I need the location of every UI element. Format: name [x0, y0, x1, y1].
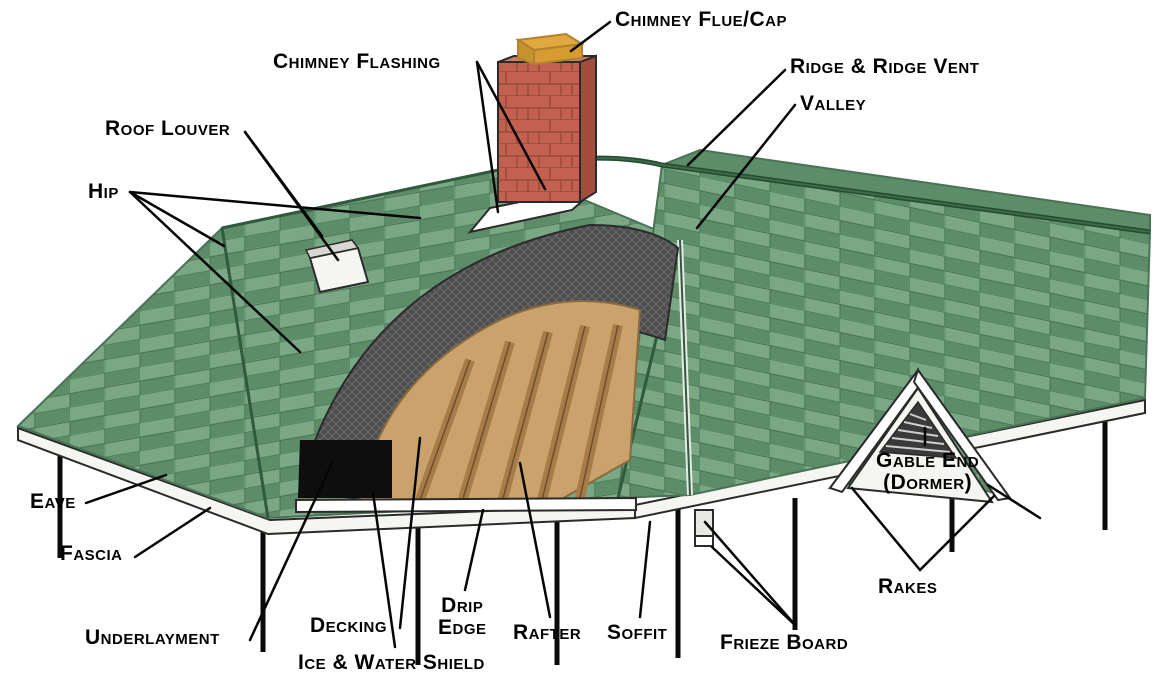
label-roof-louver: Roof Louver	[105, 118, 230, 140]
label-ice-water-shield: Ice & Water Shield	[298, 652, 485, 674]
label-underlayment: Underlayment	[85, 627, 220, 649]
label-ridge-ridge-vent: Ridge & Ridge Vent	[790, 56, 979, 78]
chimney	[498, 34, 596, 202]
label-valley: Valley	[800, 93, 866, 115]
label-fascia: Fascia	[60, 543, 123, 565]
label-hip: Hip	[88, 181, 119, 203]
label-chimney-flashing: Chimney Flashing	[273, 51, 441, 73]
label-chimney-flue-cap: Chimney Flue/Cap	[615, 9, 787, 31]
diagram-stage: Chimney Flue/Cap Chimney Flashing Ridge …	[0, 0, 1170, 695]
label-frieze-board: Frieze Board	[720, 632, 848, 654]
label-eave: Eave	[30, 491, 76, 513]
label-rakes: Rakes	[878, 576, 937, 598]
label-decking: Decking	[310, 615, 387, 637]
label-soffit: Soffit	[607, 622, 667, 644]
ice-water-shield	[298, 440, 392, 498]
label-gable-end-dormer: Gable End(Dormer)	[876, 450, 979, 494]
label-rafter: Rafter	[513, 622, 581, 644]
roof-illustration	[0, 0, 1170, 695]
label-drip-edge: DripEdge	[438, 595, 487, 639]
drip-edge	[296, 498, 636, 512]
